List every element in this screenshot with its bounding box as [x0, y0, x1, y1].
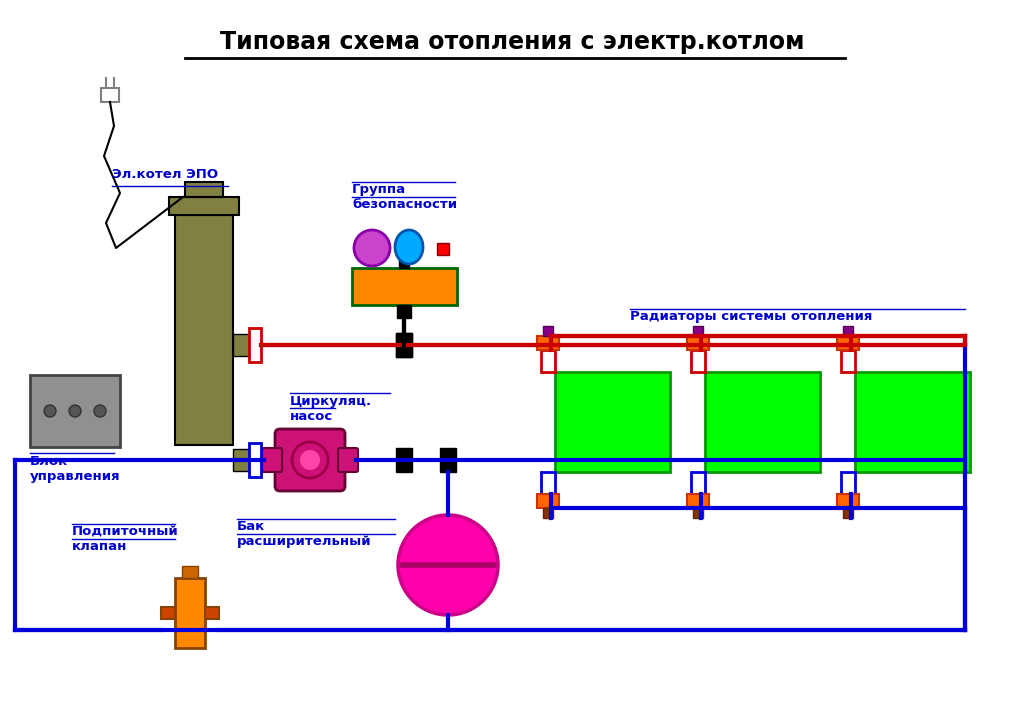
Circle shape — [292, 442, 328, 478]
Bar — [541, 472, 555, 494]
Bar — [537, 336, 559, 350]
Bar — [396, 333, 412, 357]
FancyBboxPatch shape — [275, 429, 345, 491]
Bar — [185, 182, 223, 197]
FancyBboxPatch shape — [262, 448, 282, 472]
Bar — [691, 472, 705, 494]
Text: Циркуляц.
насос: Циркуляц. насос — [290, 395, 372, 423]
Bar — [687, 494, 709, 508]
Circle shape — [354, 230, 390, 266]
Bar — [233, 449, 253, 471]
Bar — [693, 508, 703, 518]
Bar — [101, 88, 119, 102]
Bar — [437, 243, 449, 255]
Circle shape — [69, 405, 81, 417]
Circle shape — [299, 449, 321, 471]
Text: Блок
управления: Блок управления — [30, 455, 121, 483]
Bar — [843, 326, 853, 336]
Text: Радиаторы системы отопления: Радиаторы системы отопления — [630, 310, 872, 323]
Text: Группа
безопасности: Группа безопасности — [352, 183, 457, 211]
Bar — [175, 215, 233, 445]
Bar — [691, 350, 705, 372]
Bar — [397, 305, 411, 318]
Bar — [543, 508, 553, 518]
Bar — [233, 334, 253, 356]
Text: Бак
расширительный: Бак расширительный — [237, 520, 372, 548]
Bar — [175, 578, 205, 648]
Bar — [440, 448, 456, 472]
Circle shape — [44, 405, 56, 417]
Bar — [352, 268, 457, 305]
Bar — [855, 372, 970, 472]
Text: Подпиточный
клапан: Подпиточный клапан — [72, 525, 179, 553]
Bar — [687, 336, 709, 350]
Bar — [541, 350, 555, 372]
Bar — [837, 336, 859, 350]
Bar — [693, 326, 703, 336]
Bar — [396, 448, 412, 472]
Bar — [169, 197, 239, 215]
Bar — [837, 494, 859, 508]
Text: Типовая схема отопления с электр.котлом: Типовая схема отопления с электр.котлом — [220, 30, 804, 54]
Text: Эл.котел ЭПО: Эл.котел ЭПО — [112, 168, 218, 181]
Bar — [399, 255, 409, 268]
Bar — [705, 372, 820, 472]
Bar — [841, 350, 855, 372]
Bar — [182, 566, 198, 578]
Bar — [161, 607, 175, 619]
Bar — [30, 375, 120, 447]
Bar — [249, 328, 261, 362]
Bar — [843, 508, 853, 518]
Ellipse shape — [395, 230, 423, 264]
Bar — [543, 326, 553, 336]
Bar — [396, 333, 412, 357]
Circle shape — [94, 405, 106, 417]
Bar — [249, 443, 261, 477]
Bar — [555, 372, 670, 472]
Bar — [205, 607, 219, 619]
Circle shape — [398, 515, 498, 615]
FancyBboxPatch shape — [338, 448, 358, 472]
Bar — [537, 494, 559, 508]
Bar — [841, 472, 855, 494]
